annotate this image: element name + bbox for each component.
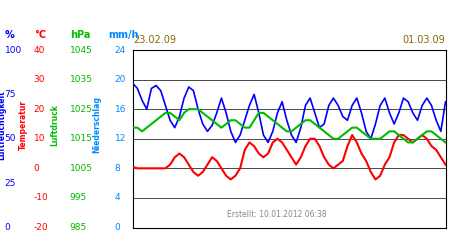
Text: 24: 24 (115, 46, 126, 54)
Text: 16: 16 (115, 105, 126, 114)
Text: %: % (4, 30, 14, 40)
Text: 12: 12 (115, 134, 126, 143)
Text: 100: 100 (4, 46, 22, 54)
Text: hPa: hPa (70, 30, 90, 40)
Text: Luftdruck: Luftdruck (50, 104, 59, 146)
Text: 985: 985 (70, 223, 87, 232)
Text: 4: 4 (115, 194, 121, 202)
Text: 50: 50 (4, 134, 16, 143)
Text: 01.03.09: 01.03.09 (403, 35, 446, 45)
Text: 8: 8 (115, 164, 121, 173)
Text: 20: 20 (34, 105, 45, 114)
Text: 1035: 1035 (70, 75, 93, 84)
Text: Erstellt: 10.01.2012 06:38: Erstellt: 10.01.2012 06:38 (226, 210, 326, 218)
Text: Niederschlag: Niederschlag (92, 96, 101, 154)
Text: 40: 40 (34, 46, 45, 54)
Text: 20: 20 (115, 75, 126, 84)
Text: °C: °C (34, 30, 46, 40)
Text: 0: 0 (115, 223, 121, 232)
Text: 75: 75 (4, 90, 16, 99)
Text: 1015: 1015 (70, 134, 93, 143)
Text: mm/h: mm/h (108, 30, 139, 40)
Text: Temperatur: Temperatur (19, 100, 28, 150)
Text: 0: 0 (4, 223, 10, 232)
Text: 1025: 1025 (70, 105, 93, 114)
Text: 0: 0 (34, 164, 40, 173)
Text: -10: -10 (34, 194, 49, 202)
Text: 995: 995 (70, 194, 87, 202)
Text: 30: 30 (34, 75, 45, 84)
Text: 23.02.09: 23.02.09 (133, 35, 176, 45)
Text: 10: 10 (34, 134, 45, 143)
Text: -20: -20 (34, 223, 49, 232)
Text: 1045: 1045 (70, 46, 93, 54)
Text: Luftfeuchtigkeit: Luftfeuchtigkeit (0, 90, 7, 160)
Text: 25: 25 (4, 178, 16, 188)
Text: 1005: 1005 (70, 164, 93, 173)
